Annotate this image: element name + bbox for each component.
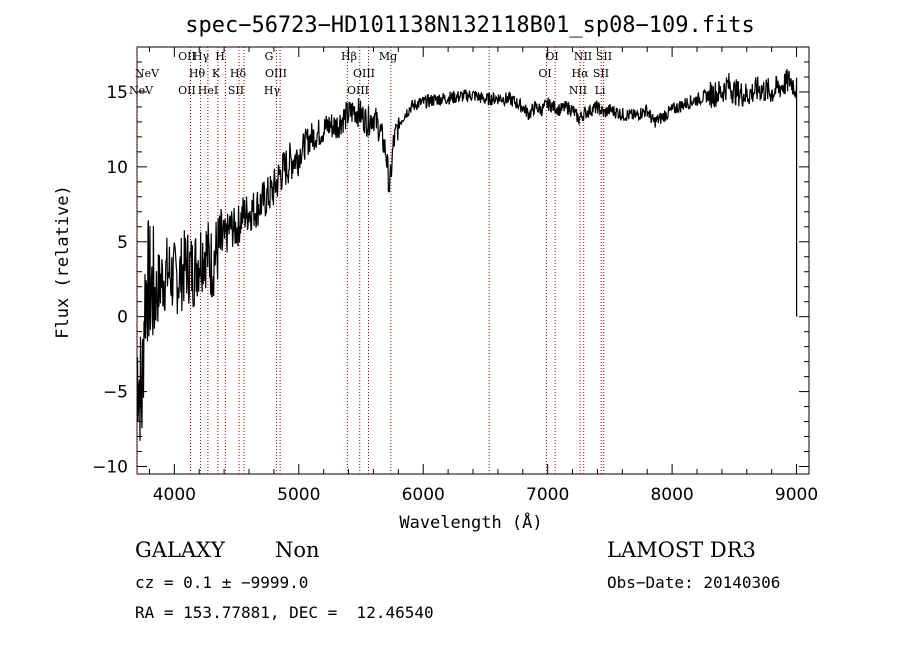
plot-frame <box>136 46 810 475</box>
spectrum-line <box>136 69 798 441</box>
emission-line-label: OI <box>538 67 551 80</box>
chart-title: spec−56723−HD101138N132118B01_sp08−109.f… <box>185 13 755 38</box>
emission-line-label: Hα <box>571 67 589 80</box>
emission-line-label: Li <box>595 84 606 97</box>
emission-line-label: Mg <box>379 50 397 63</box>
y-tick-label: 5 <box>117 233 128 253</box>
x-axis-label: Wavelength (Å) <box>399 511 542 533</box>
y-tick-label: 15 <box>106 83 128 103</box>
emission-line-label: NII <box>569 84 587 97</box>
y-tick-label: 10 <box>106 158 128 178</box>
emission-line-label: OIII <box>353 67 375 80</box>
emission-line-label: SII <box>593 67 609 80</box>
emission-line-label: OII <box>178 50 196 63</box>
emission-line-label: NeV <box>129 84 154 97</box>
survey-name: LAMOST DR3 <box>607 538 756 562</box>
plot-border <box>136 46 810 475</box>
emission-line-label: Hγ <box>264 84 281 97</box>
emission-line-label: Hθ <box>189 67 206 80</box>
y-axis-label: Flux (relative) <box>53 185 73 339</box>
emission-line-label: Hδ <box>230 67 247 80</box>
obs-date: Obs−Date: 20140306 <box>607 573 781 592</box>
coordinates: RA = 153.77881, DEC = 12.46540 <box>135 603 434 622</box>
emission-line-label: Hβ <box>341 50 357 63</box>
x-tick-label: 9000 <box>775 485 818 505</box>
x-tick-label: 7000 <box>526 485 569 505</box>
object-class: GALAXY <box>135 538 225 562</box>
y-tick-label: −5 <box>103 383 128 403</box>
x-tick-label: 6000 <box>402 485 445 505</box>
spectrum-series <box>136 69 798 441</box>
y-tick-label: −10 <box>92 458 128 478</box>
emission-line-label: K <box>212 67 221 80</box>
emission-line-label: OI <box>545 50 558 63</box>
emission-line-label: HeI <box>198 84 218 97</box>
x-tick-label: 4000 <box>153 485 196 505</box>
emission-line-label: SII <box>228 84 244 97</box>
emission-line-label: H <box>215 50 225 63</box>
x-tick-label: 5000 <box>277 485 320 505</box>
emission-line-label: NeV <box>135 67 160 80</box>
y-tick-label: 0 <box>117 308 128 328</box>
object-subclass: Non <box>275 538 320 562</box>
emission-line-label: SII <box>596 50 612 63</box>
emission-line-label: OIII <box>265 67 287 80</box>
emission-line-label: G <box>265 50 274 63</box>
emission-line-label: NII <box>574 50 592 63</box>
cz-value: cz = 0.1 ± −9999.0 <box>135 573 309 592</box>
emission-line-label: OII <box>178 84 196 97</box>
axis-ticks: 4000 5000 6000 7000 8000 9000 −10 −5 0 5 10 15 <box>92 47 818 505</box>
x-tick-label: 8000 <box>650 485 693 505</box>
emission-line-label: Hγ <box>193 50 210 63</box>
emission-line-label: OIII <box>347 84 369 97</box>
